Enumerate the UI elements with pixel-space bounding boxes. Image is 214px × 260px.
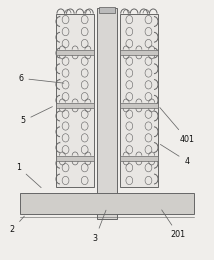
- Text: 201: 201: [162, 210, 186, 239]
- Bar: [56, 155, 94, 161]
- Bar: [99, 8, 115, 13]
- Bar: [56, 103, 94, 108]
- Bar: [120, 50, 158, 55]
- Text: 4: 4: [160, 144, 189, 166]
- Text: 3: 3: [93, 210, 106, 243]
- Text: 1: 1: [16, 163, 41, 188]
- Bar: [120, 103, 158, 108]
- Bar: [120, 155, 158, 161]
- Text: 5: 5: [21, 107, 52, 125]
- Text: 401: 401: [160, 108, 194, 144]
- Bar: [56, 50, 94, 55]
- Text: 2: 2: [10, 216, 24, 234]
- Bar: [56, 14, 94, 187]
- Bar: [120, 14, 158, 187]
- Text: 6: 6: [18, 74, 64, 83]
- Bar: [97, 9, 117, 219]
- Bar: [20, 193, 194, 214]
